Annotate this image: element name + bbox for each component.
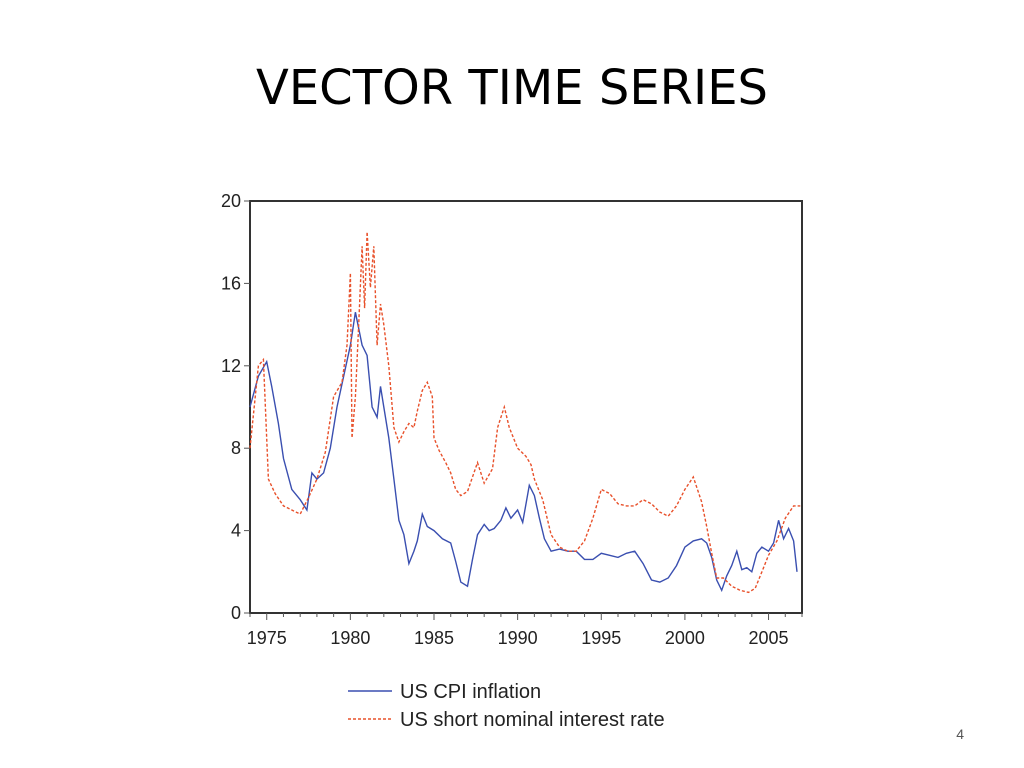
x-tick-label: 1985: [414, 628, 454, 648]
y-axis: 0 4 8 12 16 20: [221, 191, 250, 623]
x-tick-label: 2000: [665, 628, 705, 648]
y-tick-label: 4: [231, 521, 241, 541]
x-axis: 1975 1980 1985 1990 1995 2000 2005: [247, 613, 803, 648]
x-tick-label: 2005: [749, 628, 789, 648]
y-tick-label: 16: [221, 273, 241, 293]
legend-label-cpi-inflation: US CPI inflation: [400, 681, 541, 703]
legend: US CPI inflation US short nominal intere…: [348, 681, 665, 731]
legend-label-short-nominal-interest-rate: US short nominal interest rate: [400, 709, 665, 731]
y-tick-label: 12: [221, 356, 241, 376]
slide-title: VECTOR TIME SERIES: [256, 60, 768, 116]
page-number: 4: [956, 726, 964, 742]
x-tick-label: 1980: [330, 628, 370, 648]
series-line-cpi-inflation: [249, 312, 798, 593]
x-tick-label: 1975: [247, 628, 287, 648]
y-tick-label: 0: [231, 603, 241, 623]
y-tick-label: 8: [231, 438, 241, 458]
y-tick-label: 20: [221, 191, 241, 211]
plot-frame: [249, 200, 803, 614]
series-line-short-nominal-interest-rate: [249, 231, 801, 594]
x-tick-label: 1990: [498, 628, 538, 648]
x-tick-label: 1995: [581, 628, 621, 648]
